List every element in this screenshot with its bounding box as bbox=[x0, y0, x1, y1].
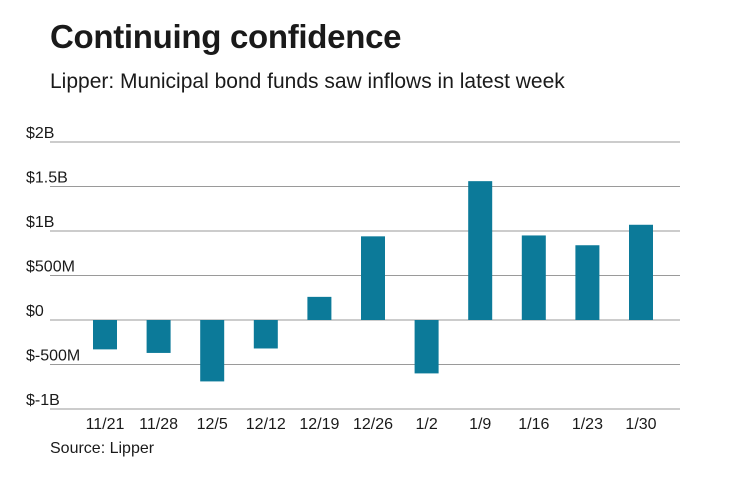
y-tick-label: $1B bbox=[26, 214, 54, 231]
y-tick-label: $2B bbox=[26, 125, 54, 142]
y-tick-label: $500M bbox=[26, 259, 75, 276]
chart-title: Continuing confidence bbox=[50, 18, 402, 55]
bar-12-19 bbox=[307, 296, 332, 320]
source-note: Source: Lipper bbox=[50, 440, 155, 457]
y-tick-label: $-500M bbox=[26, 348, 80, 365]
chart-subtitle: Lipper: Municipal bond funds saw inflows… bbox=[50, 70, 565, 93]
x-tick-label: 1/23 bbox=[572, 416, 603, 433]
bar-1-23 bbox=[575, 245, 600, 320]
x-tick-label: 11/21 bbox=[86, 416, 125, 433]
x-tick-label: 11/28 bbox=[139, 416, 178, 433]
x-tick-label: 1/30 bbox=[625, 416, 656, 433]
bar-1-30 bbox=[629, 224, 653, 320]
bar-11-21 bbox=[93, 320, 117, 350]
bars bbox=[93, 181, 653, 382]
x-tick-label: 12/12 bbox=[246, 416, 286, 433]
bar-1-16 bbox=[521, 235, 546, 320]
bar-12-12 bbox=[253, 320, 278, 349]
y-tick-label: $-1B bbox=[26, 392, 60, 409]
y-tick-label: $1.5B bbox=[26, 170, 68, 187]
x-tick-label: 1/9 bbox=[469, 416, 491, 433]
x-tick-label: 12/5 bbox=[197, 416, 228, 433]
bar-1-2 bbox=[414, 320, 439, 374]
bar-12-26 bbox=[361, 236, 385, 320]
y-axis-labels: $2B $1.5B $1B $500M $0 $-500M $-1B bbox=[26, 125, 80, 409]
bar-1-9 bbox=[468, 181, 493, 320]
x-tick-label: 12/19 bbox=[299, 416, 339, 433]
x-tick-label: 12/26 bbox=[353, 416, 393, 433]
x-tick-label: 1/2 bbox=[415, 416, 437, 433]
y-tick-label: $0 bbox=[26, 303, 44, 320]
x-tick-label: 1/16 bbox=[518, 416, 549, 433]
bar-11-28 bbox=[146, 320, 171, 353]
bar-12-5 bbox=[200, 320, 225, 382]
x-axis-labels: 11/21 11/28 12/5 12/12 12/19 12/26 1/2 1/9 1/16 1… bbox=[86, 416, 657, 433]
